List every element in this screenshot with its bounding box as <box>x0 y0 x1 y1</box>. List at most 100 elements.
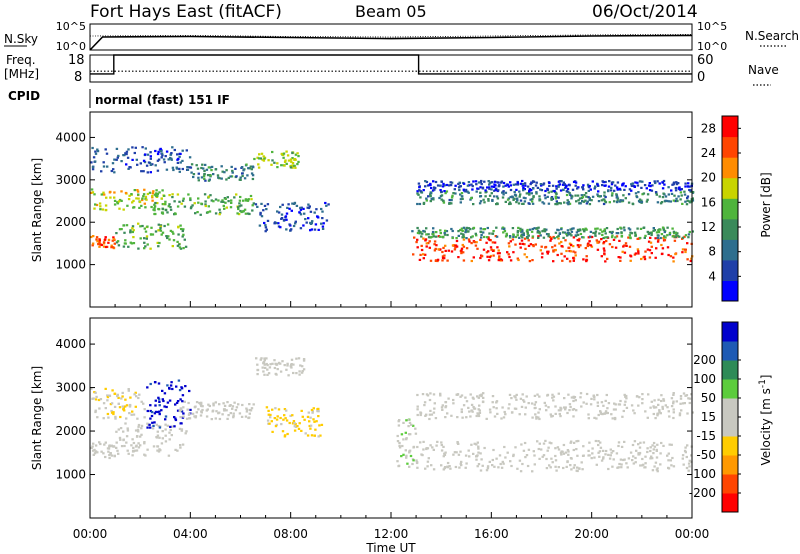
heatmap-cell-8 <box>659 452 662 455</box>
heatmap-cell-11 <box>565 190 569 193</box>
heatmap-cell-9 <box>688 401 691 405</box>
heatmap-cell-7 <box>411 462 414 466</box>
heatmap-cell-2 <box>160 197 163 200</box>
heatmap-cell-8 <box>556 446 560 449</box>
heatmap-cell-9 <box>620 235 623 238</box>
heatmap-cell-11 <box>670 189 673 192</box>
heatmap-cell-7 <box>320 222 323 225</box>
heatmap-cell-8 <box>687 469 690 472</box>
heatmap-cell-10 <box>674 200 677 203</box>
heatmap-cell-11 <box>675 183 679 186</box>
heatmap-cell-9 <box>520 234 523 237</box>
heatmap-cell-1 <box>159 225 162 228</box>
heatmap-cell-8 <box>619 259 622 262</box>
heatmap-cell-1 <box>124 422 127 425</box>
heatmap-cell-10 <box>688 201 692 204</box>
heatmap-cell-8 <box>648 256 652 259</box>
heatmap-cell-11 <box>634 181 637 184</box>
heatmap-cell-3 <box>168 203 171 206</box>
heatmap-cell-9 <box>570 396 574 399</box>
heatmap-cell-8 <box>509 259 513 262</box>
heatmap-cell-7 <box>299 206 302 209</box>
heatmap-cell-8 <box>434 259 438 262</box>
heatmap-cell-9 <box>688 397 692 400</box>
heatmap-cell-3 <box>173 200 176 203</box>
heatmap-cell-6 <box>294 166 297 169</box>
heatmap-cell-2 <box>102 402 106 405</box>
colorbar-segment <box>722 177 738 199</box>
heatmap-cell-4 <box>94 152 98 155</box>
heatmap-cell-3 <box>207 195 211 198</box>
heatmap-cell-4 <box>156 152 160 156</box>
heatmap-cell-5 <box>289 365 292 368</box>
heatmap-cell-1 <box>181 443 185 446</box>
heatmap-cell-1 <box>181 235 184 238</box>
heatmap-cell-3 <box>161 211 164 214</box>
velocity-ylabel: Slant Range [km] <box>30 366 44 470</box>
heatmap-cell-8 <box>656 240 660 243</box>
heatmap-cell-8 <box>619 256 622 259</box>
heatmap-cell-5 <box>200 176 204 179</box>
heatmap-cell-2 <box>133 206 136 209</box>
heatmap-cell-9 <box>672 400 675 403</box>
heatmap-cell-8 <box>550 237 553 240</box>
heatmap-cell-0 <box>96 240 99 243</box>
heatmap-cell-8 <box>497 249 500 252</box>
colorbar-segment <box>722 198 738 220</box>
heatmap-cell-9 <box>643 236 646 239</box>
heatmap-cell-8 <box>655 247 658 250</box>
heatmap-cell-8 <box>532 450 535 453</box>
heatmap-cell-11 <box>424 185 427 188</box>
heatmap-cell-4 <box>227 414 230 417</box>
heatmap-cell-9 <box>495 226 498 229</box>
heatmap-cell-9 <box>518 236 521 239</box>
heatmap-cell-8 <box>620 463 623 466</box>
heatmap-cell-9 <box>479 230 483 233</box>
heatmap-cell-9 <box>489 411 492 414</box>
heatmap-cell-11 <box>582 184 585 187</box>
heatmap-cell-8 <box>550 457 553 460</box>
heatmap-cell-8 <box>561 450 564 453</box>
heatmap-cell-4 <box>226 401 229 404</box>
heatmap-cell-4 <box>94 160 97 163</box>
heatmap-cell-9 <box>450 227 453 231</box>
heatmap-cell-10 <box>444 192 447 195</box>
noise-left-tick-top: 10^5 <box>56 20 86 33</box>
heatmap-cell-10 <box>598 195 601 198</box>
heatmap-cell-11 <box>497 189 500 192</box>
heatmap-cell-4 <box>157 158 161 161</box>
heatmap-cell-8 <box>688 465 691 468</box>
heatmap-cell-9 <box>538 408 541 411</box>
heatmap-cell-1 <box>134 445 138 448</box>
heatmap-cell-9 <box>662 228 666 231</box>
heatmap-cell-9 <box>660 394 663 397</box>
heatmap-cell-11 <box>494 188 497 191</box>
heatmap-cell-9 <box>520 405 524 408</box>
heatmap-cell-9 <box>691 411 694 414</box>
heatmap-cell-8 <box>550 442 553 445</box>
heatmap-cell-11 <box>445 183 448 187</box>
heatmap-cell-11 <box>497 185 500 188</box>
heatmap-cell-8 <box>427 242 430 245</box>
heatmap-cell-11 <box>568 184 571 187</box>
heatmap-cell-4 <box>195 401 199 404</box>
heatmap-cell-3 <box>244 198 248 201</box>
heatmap-cell-7 <box>400 433 404 436</box>
heatmap-cell-2 <box>121 391 124 394</box>
heatmap-cell-1 <box>167 454 171 457</box>
heatmap-cell-5 <box>276 368 279 371</box>
heatmap-cell-8 <box>465 462 468 465</box>
heatmap-cell-10 <box>645 200 649 203</box>
heatmap-cell-11 <box>616 181 620 184</box>
heatmap-cell-10 <box>578 197 582 200</box>
heatmap-cell-8 <box>443 254 446 257</box>
heatmap-cell-3 <box>236 212 239 215</box>
heatmap-cell-3 <box>240 210 243 214</box>
heatmap-cell-8 <box>595 463 598 466</box>
heatmap-cell-8 <box>690 454 693 457</box>
heatmap-cell-8 <box>514 243 517 246</box>
heatmap-cell-5 <box>206 174 210 177</box>
heatmap-cell-3 <box>222 200 225 203</box>
heatmap-cell-8 <box>576 466 579 469</box>
heatmap-cell-4 <box>115 158 118 161</box>
